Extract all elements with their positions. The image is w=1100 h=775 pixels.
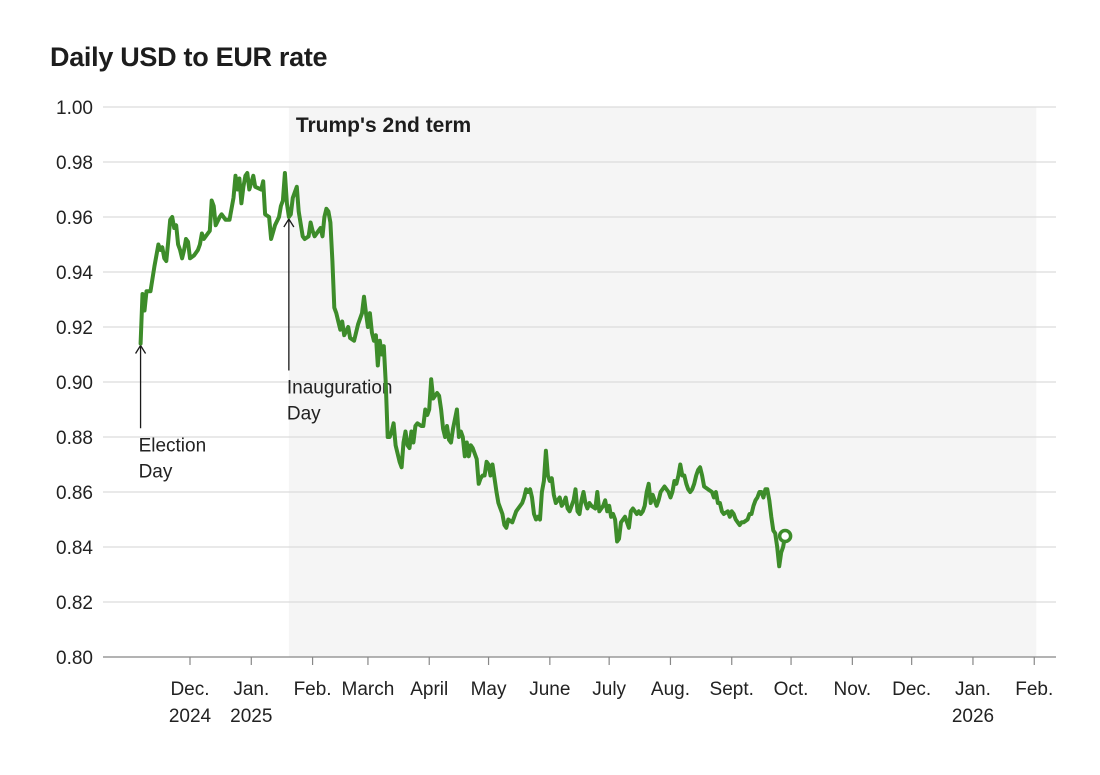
- x-tick-label-14: Feb.: [1015, 679, 1053, 700]
- x-tick-label-0: Dec.: [170, 679, 209, 700]
- x-tick-year-1: 2025: [230, 706, 272, 727]
- y-tick-label-1.00: 1.00: [56, 98, 93, 119]
- y-axis-tick-labels: 0.80 0.82 0.84 0.86 0.88 0.90 0.92 0.94 0.96 0.98…: [56, 98, 93, 669]
- y-tick-label-0.94: 0.94: [56, 263, 93, 284]
- x-tick-label-7: July: [592, 679, 626, 700]
- chart-title: Daily USD to EUR rate: [50, 42, 328, 72]
- x-tick-label-13: Jan.: [955, 679, 991, 700]
- series-end-marker-0: [777, 528, 793, 544]
- inauguration-day-label-line1: Inauguration: [287, 378, 393, 399]
- election-day-arrow-head: [135, 344, 147, 354]
- x-tick-label-10: Oct.: [774, 679, 809, 700]
- x-tick-label-11: Nov.: [834, 679, 872, 700]
- inauguration-day-label-line2: Day: [287, 404, 321, 425]
- x-tick-label-4: April: [410, 679, 448, 700]
- y-tick-label-0.84: 0.84: [56, 538, 93, 559]
- y-tick-label-0.80: 0.80: [56, 648, 93, 669]
- series-line-0: [138, 171, 788, 569]
- annotations-group: Election Day Inauguration Day: [135, 217, 393, 482]
- x-tick-label-6: June: [529, 679, 570, 700]
- election-day-label-line2: Day: [139, 461, 173, 482]
- y-tick-label-0.92: 0.92: [56, 318, 93, 339]
- gridlines-group: [103, 106, 1056, 658]
- inauguration-day-arrow-head: [283, 217, 295, 228]
- x-tick-label-5: May: [471, 679, 507, 700]
- x-tick-year-13: 2026: [952, 706, 994, 727]
- x-tick-year-0: 2024: [169, 706, 212, 727]
- x-tick-label-3: March: [342, 679, 395, 700]
- y-tick-label-0.88: 0.88: [56, 428, 93, 449]
- x-tick-label-8: Aug.: [651, 679, 690, 700]
- x-tick-label-2: Feb.: [294, 679, 332, 700]
- x-tick-label-12: Dec.: [892, 679, 931, 700]
- y-tick-label-0.82: 0.82: [56, 593, 93, 614]
- series-group: [138, 171, 793, 569]
- y-tick-label-0.96: 0.96: [56, 208, 93, 229]
- x-axis: Dec. 2024 Jan. 2025 Feb. March April May June Jul…: [169, 657, 1053, 727]
- election-day-label-line1: Election: [139, 435, 207, 456]
- x-tick-label-1: Jan.: [233, 679, 269, 700]
- y-tick-label-0.98: 0.98: [56, 153, 93, 174]
- x-tick-label-9: Sept.: [710, 679, 754, 700]
- y-tick-label-0.86: 0.86: [56, 483, 93, 504]
- y-tick-label-0.90: 0.90: [56, 373, 93, 394]
- shaded-region-label: Trump's 2nd term: [296, 114, 471, 137]
